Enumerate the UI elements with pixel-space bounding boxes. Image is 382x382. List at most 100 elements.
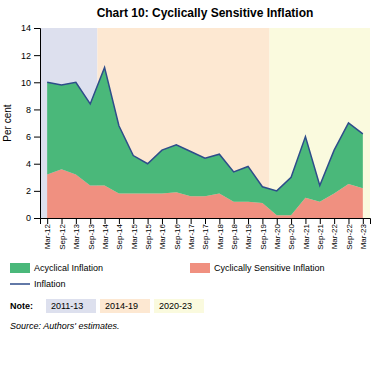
- period-key: [46, 299, 96, 313]
- chart-title: Chart 10: Cyclically Sensitive Inflation: [97, 6, 314, 20]
- x-tick-label: Sep-16: [173, 223, 182, 249]
- note-text: Note:: [10, 301, 33, 311]
- x-tick-label: Mar-19: [244, 223, 253, 249]
- chart: Chart 10: Cyclically Sensitive Inflation…: [0, 0, 382, 382]
- x-tick: Mar-22: [330, 218, 339, 249]
- y-tick: 8: [26, 105, 40, 115]
- legend-label: Acyclical Inflation: [34, 263, 103, 273]
- tick-mark: [320, 218, 321, 224]
- tick-mark: [262, 218, 263, 224]
- x-tick: Mar-13: [72, 218, 81, 249]
- tick-mark: [291, 218, 292, 224]
- tick-mark: [90, 218, 91, 224]
- x-tick-label: Mar-23: [359, 223, 368, 249]
- tick-mark: [34, 55, 40, 56]
- x-tick-label: Sep-15: [144, 223, 153, 249]
- y-tick: 6: [26, 132, 40, 142]
- x-tick: Sep-20: [287, 218, 296, 250]
- y-tick: 2: [26, 186, 40, 196]
- tick-mark: [248, 218, 249, 224]
- y-tick: 14: [21, 23, 40, 33]
- x-tick-label: Mar-12: [43, 223, 52, 249]
- x-tick: Mar-20: [273, 218, 282, 249]
- y-tick-label: 10: [21, 78, 31, 88]
- x-tick-label: Sep-13: [87, 223, 96, 249]
- x-tick-label: Mar-20: [273, 223, 282, 249]
- legend-swatch: [190, 263, 210, 273]
- tick-mark: [34, 218, 40, 219]
- x-tick: Sep-19: [259, 218, 268, 250]
- x-tick-label: Mar-13: [72, 223, 81, 249]
- legend-label: Inflation: [34, 279, 66, 289]
- legend-swatch: [10, 263, 30, 273]
- x-tick: Sep-16: [173, 218, 182, 250]
- x-tick-label: Mar-16: [158, 223, 167, 249]
- legend-label: Cyclically Sensitive Inflation: [214, 263, 325, 273]
- x-tick: Sep-18: [230, 218, 239, 250]
- tick-mark: [34, 28, 40, 29]
- period-key: [100, 299, 150, 313]
- y-tick-label: 8: [26, 105, 31, 115]
- tick-mark: [148, 218, 149, 224]
- x-tick-label: Mar-15: [130, 223, 139, 249]
- x-tick: Mar-17: [187, 218, 196, 249]
- y-tick-label: 2: [26, 186, 31, 196]
- x-tick-label: Mar-18: [216, 223, 225, 249]
- x-tick-label: Mar-17: [187, 223, 196, 249]
- tick-mark: [119, 218, 120, 224]
- tick-mark: [133, 218, 134, 224]
- x-tick: Mar-12: [43, 218, 52, 249]
- tick-mark: [34, 191, 40, 192]
- tick-mark: [162, 218, 163, 224]
- y-axis: 02468101214: [21, 23, 41, 223]
- x-tick: Sep-13: [87, 218, 96, 250]
- x-tick-label: Mar-14: [101, 223, 110, 249]
- x-tick: Mar-23: [359, 218, 368, 249]
- area-series: [47, 67, 363, 215]
- x-tick-label: Sep-14: [115, 223, 124, 249]
- y-tick-label: 12: [21, 51, 31, 61]
- tick-mark: [363, 218, 364, 224]
- tick-mark: [234, 218, 235, 224]
- x-tick: Mar-15: [130, 218, 139, 249]
- legend: Acyclical Inflation Cyclically Sensitive …: [10, 263, 325, 289]
- tick-mark: [34, 109, 40, 110]
- tick-mark: [76, 218, 77, 224]
- x-tick: Mar-19: [244, 218, 253, 249]
- period-key: [154, 299, 204, 313]
- x-tick: Sep-21: [316, 218, 325, 250]
- x-tick-label: Sep-17: [201, 223, 210, 249]
- x-tick: Mar-21: [302, 218, 311, 249]
- period-label: 2014-19: [105, 301, 138, 311]
- legend-swatch: [10, 283, 30, 285]
- x-tick-label: Sep-12: [58, 223, 67, 249]
- x-tick-label: Sep-21: [316, 223, 325, 249]
- axis-line: [34, 29, 41, 219]
- tick-mark: [105, 218, 106, 224]
- x-tick: Sep-15: [144, 218, 153, 250]
- x-tick: Sep-14: [115, 218, 124, 250]
- x-tick-label: Sep-20: [287, 223, 296, 249]
- x-tick: Mar-18: [216, 218, 225, 249]
- tick-mark: [62, 218, 63, 224]
- y-tick-label: 6: [26, 132, 31, 142]
- tick-mark: [34, 137, 40, 138]
- source-text: Source: Authors' estimates.: [10, 321, 119, 331]
- y-tick: 10: [21, 78, 40, 88]
- tick-mark: [34, 82, 40, 83]
- y-tick: 12: [21, 51, 40, 61]
- x-tick: Sep-12: [58, 218, 67, 250]
- x-tick: Mar-14: [101, 218, 110, 249]
- x-tick: Sep-17: [201, 218, 210, 250]
- tick-mark: [191, 218, 192, 224]
- tick-mark: [219, 218, 220, 224]
- tick-mark: [205, 218, 206, 224]
- x-tick: Sep-22: [345, 218, 354, 250]
- axis-line: [41, 219, 371, 225]
- tick-mark: [176, 218, 177, 224]
- y-tick: 4: [26, 159, 40, 169]
- y-tick-label: 4: [26, 159, 31, 169]
- tick-mark: [34, 164, 40, 165]
- x-tick-label: Mar-21: [302, 223, 311, 249]
- tick-mark: [348, 218, 349, 224]
